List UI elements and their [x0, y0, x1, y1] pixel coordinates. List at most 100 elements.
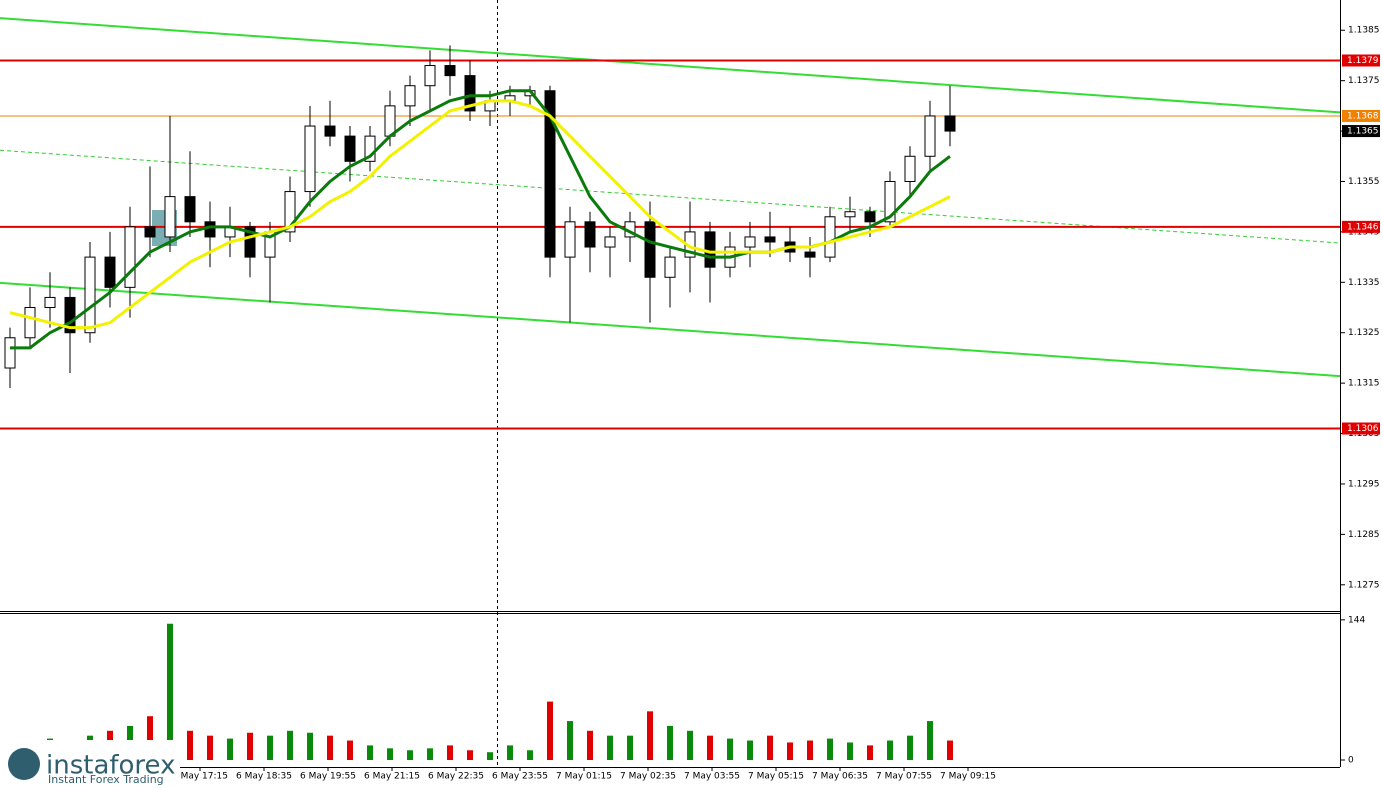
candle-body — [44, 296, 56, 309]
candle-body — [424, 65, 436, 87]
candle-body — [144, 226, 156, 238]
x-tick-label: 7 May 02:35 — [620, 772, 676, 782]
volume-bar — [507, 745, 513, 760]
level-box — [1342, 109, 1380, 122]
candle-body — [344, 135, 356, 162]
volume-bar — [867, 745, 873, 760]
y-tick-label: 1.1275 — [1348, 580, 1380, 590]
y-tick-label: 1.1295 — [1348, 479, 1380, 489]
volume-bar — [907, 735, 913, 760]
volume-bar — [327, 735, 333, 760]
volume-bar — [267, 735, 273, 760]
candle-body — [584, 221, 596, 248]
volume-bar — [347, 740, 353, 760]
current-price-label: 1.1365 — [1347, 127, 1379, 137]
y-tick-label: 1.1325 — [1348, 328, 1380, 338]
volume-bar — [307, 732, 313, 760]
trendline — [0, 281, 1341, 378]
candle-body — [204, 221, 216, 238]
volume-bar — [847, 742, 853, 760]
volume-bar — [187, 730, 193, 760]
level-label: 1.1346 — [1347, 222, 1379, 232]
x-tick-label: 6 May 19:55 — [300, 772, 356, 782]
x-tick-label: 6 May 22:35 — [428, 772, 484, 782]
candle-body — [4, 337, 16, 369]
volume-tick-label: 0 — [1348, 756, 1354, 766]
volume-bar — [487, 752, 493, 760]
volume-bar — [887, 740, 893, 760]
candle-body — [404, 85, 416, 107]
candle-body — [744, 236, 756, 248]
candle-body — [664, 256, 676, 278]
volume-bar — [607, 735, 613, 760]
candle-body — [444, 65, 456, 77]
volume-tick-label: 144 — [1348, 615, 1365, 625]
logo-icon — [8, 748, 40, 780]
volume-bar — [147, 716, 153, 760]
y-tick-label: 1.1285 — [1348, 530, 1380, 540]
volume-bar — [387, 748, 393, 760]
candle-body — [384, 105, 396, 137]
y-tick-label: 1.1375 — [1348, 76, 1380, 86]
volume-bar — [707, 735, 713, 760]
candle-body — [304, 125, 316, 193]
logo-name: instaforex — [46, 751, 175, 781]
candle-body — [924, 115, 936, 157]
y-tick-label: 1.1385 — [1348, 26, 1380, 36]
candle-body — [324, 125, 336, 137]
volume-bar — [367, 745, 373, 760]
x-tick-label: 7 May 03:55 — [684, 772, 740, 782]
volume-bar — [287, 730, 293, 760]
x-tick-label: 6 May 17:15 — [172, 772, 228, 782]
volume-bar — [527, 750, 533, 760]
candle-body — [824, 216, 836, 258]
trendline — [0, 17, 1341, 114]
candle-body — [124, 226, 136, 288]
y-tick-label: 1.1315 — [1348, 379, 1380, 389]
x-tick-label: 6 May 21:15 — [364, 772, 420, 782]
volume-bar — [167, 623, 173, 760]
x-tick-label: 6 May 18:35 — [236, 772, 292, 782]
level-box — [1342, 422, 1380, 435]
candle-body — [104, 256, 116, 288]
candle-body — [184, 196, 196, 223]
volume-bar — [467, 750, 473, 760]
candle-body — [64, 296, 76, 334]
volume-bar — [827, 738, 833, 760]
candle-body — [544, 90, 556, 258]
level-label: 1.1306 — [1347, 424, 1379, 434]
candle-body — [844, 211, 856, 218]
candle-body — [704, 231, 716, 268]
volume-bar — [947, 740, 953, 760]
candle-body — [564, 221, 576, 258]
level-box — [1342, 54, 1380, 67]
candle-body — [464, 75, 476, 112]
candle-body — [904, 155, 916, 182]
volume-bar — [927, 721, 933, 760]
candle-body — [364, 135, 376, 162]
volume-bar — [647, 711, 653, 760]
x-tick-label: 7 May 07:55 — [876, 772, 932, 782]
candle-body — [24, 307, 36, 339]
moving-average — [9, 99, 951, 330]
candle-body — [644, 221, 656, 278]
level-box — [1342, 220, 1380, 233]
level-label: 1.1379 — [1347, 56, 1379, 66]
volume-bar — [787, 742, 793, 760]
volume-bar — [747, 740, 753, 760]
candle-body — [884, 180, 896, 223]
candle-body — [864, 211, 876, 223]
x-tick-label: 7 May 05:15 — [748, 772, 804, 782]
volume-bar — [427, 748, 433, 760]
volume-bar — [667, 725, 673, 760]
volume-bar — [447, 745, 453, 760]
candle-body — [764, 236, 776, 243]
candle-body — [604, 236, 616, 248]
candle-body — [804, 251, 816, 258]
x-tick-label: 7 May 06:35 — [812, 772, 868, 782]
logo-tagline: Instant Forex Trading — [48, 773, 164, 786]
candle-body — [244, 226, 256, 258]
volume-bar — [247, 732, 253, 760]
